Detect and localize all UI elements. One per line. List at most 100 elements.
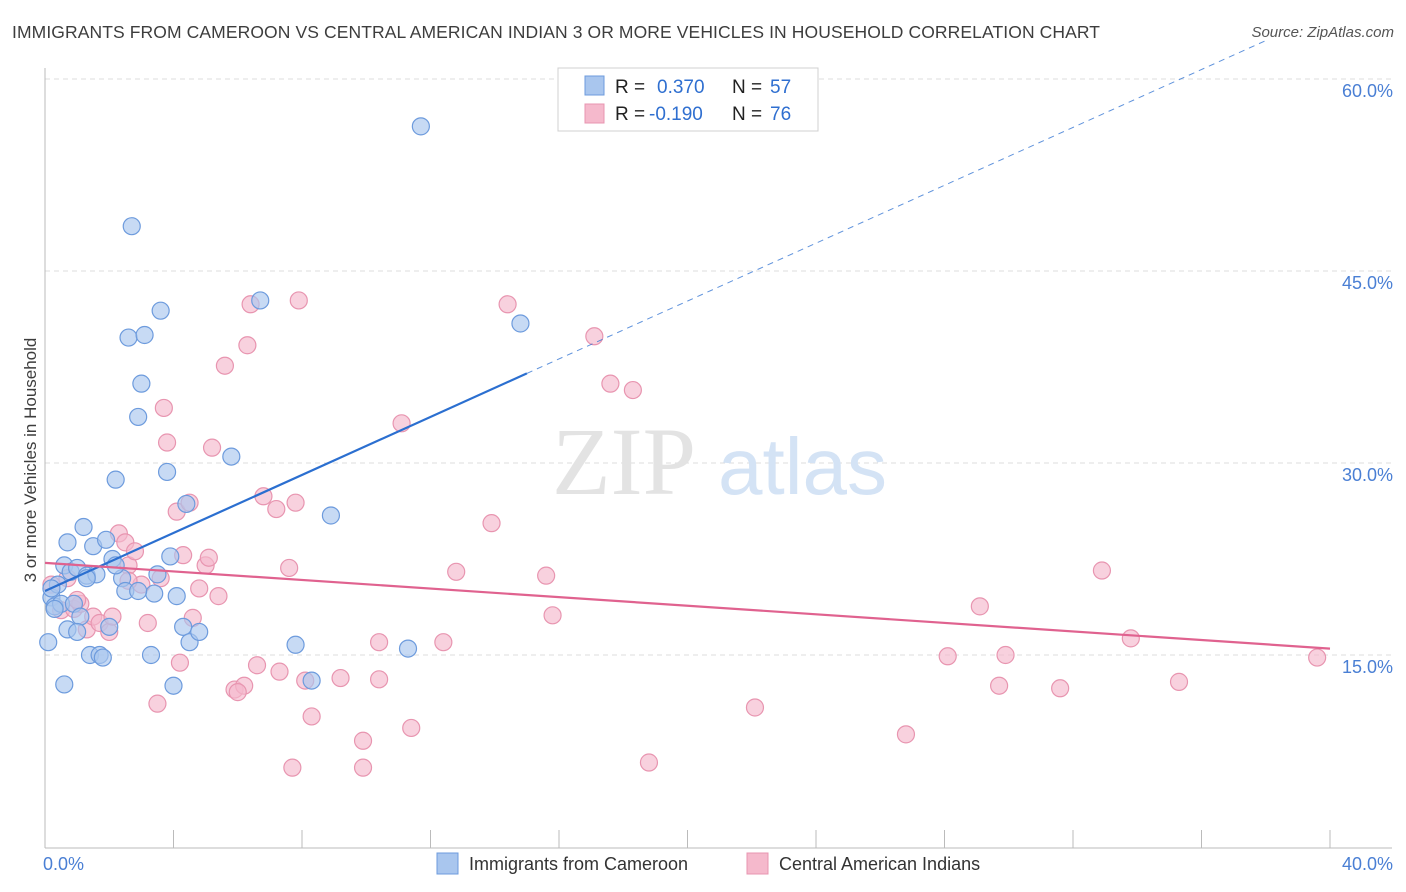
- legend-swatch-pink: [746, 852, 769, 875]
- blue-point-42: [251, 291, 270, 310]
- blue-point-47: [411, 117, 430, 136]
- blue-point-52: [129, 581, 148, 601]
- stats-n-label-blue: N =: [732, 77, 762, 98]
- stats-box: R = 0.370 N = 57 R = -0.190 N = 76: [557, 67, 819, 132]
- y-tick-label-45: 45.0%: [1342, 273, 1393, 293]
- blue-point-10: [71, 607, 90, 626]
- blue-point-38: [177, 494, 196, 514]
- blue-point-40: [190, 622, 209, 642]
- y-tick-label-30: 30.0%: [1342, 465, 1393, 485]
- blue-point-37: [174, 617, 193, 636]
- pink-point-41: [286, 493, 305, 512]
- series-central-american-indians: [42, 291, 1327, 777]
- pink-point-40: [283, 758, 302, 777]
- pink-point-35: [247, 656, 267, 675]
- pink-point-64: [938, 647, 957, 666]
- trend-line-pink: [44, 561, 1331, 650]
- blue-point-43: [286, 635, 305, 654]
- pink-point-25: [190, 579, 209, 598]
- pink-point-51: [402, 718, 421, 738]
- blue-point-21: [106, 470, 125, 489]
- pink-point-47: [353, 758, 373, 777]
- legend-label-pink: Central American Indians: [779, 854, 980, 874]
- legend-swatch-blue: [436, 852, 459, 875]
- trend-line-blue-extension: [526, 40, 1266, 374]
- watermark-zip: ZIP: [552, 408, 696, 515]
- pink-point-29: [209, 587, 228, 606]
- x-tick-label-min: 0.0%: [43, 854, 84, 874]
- blue-point-24: [119, 328, 138, 347]
- blue-point-46: [398, 639, 418, 658]
- pink-point-67: [996, 645, 1015, 665]
- pink-point-56: [537, 566, 556, 585]
- gridlines: [45, 78, 1392, 656]
- pink-point-70: [1121, 629, 1140, 648]
- blue-point-50: [45, 599, 64, 619]
- pink-point-27: [199, 548, 218, 567]
- pink-point-28: [202, 438, 222, 457]
- pink-point-60: [623, 380, 642, 400]
- pink-point-62: [745, 698, 765, 717]
- blue-point-29: [141, 645, 161, 665]
- series-immigrants-from-cameroon: [39, 117, 530, 695]
- pink-point-68: [1051, 679, 1070, 698]
- watermark-atlas: atlas: [718, 422, 887, 511]
- blue-point-33: [157, 462, 177, 482]
- pink-point-65: [970, 597, 989, 616]
- pink-point-33: [238, 336, 257, 355]
- blue-point-34: [161, 547, 180, 566]
- pink-point-59: [601, 374, 620, 393]
- blue-point-48: [511, 314, 530, 333]
- pink-point-63: [896, 725, 916, 744]
- pink-point-71: [1169, 672, 1189, 691]
- pink-point-19: [157, 433, 177, 452]
- blue-point-45: [321, 506, 341, 525]
- pink-point-58: [585, 327, 604, 346]
- pink-point-57: [543, 606, 562, 625]
- pink-point-44: [302, 707, 321, 726]
- pink-point-48: [370, 633, 389, 652]
- pink-point-66: [990, 676, 1009, 695]
- trend-line-blue: [44, 372, 528, 593]
- stats-swatch-blue: [584, 75, 605, 96]
- pink-point-69: [1092, 561, 1112, 580]
- stats-r-value-blue: 0.370: [657, 77, 705, 98]
- pink-point-74: [228, 683, 247, 702]
- pink-point-54: [482, 514, 501, 533]
- pink-point-42: [289, 291, 308, 310]
- pink-point-16: [148, 694, 167, 713]
- blue-point-17: [93, 648, 112, 667]
- pink-point-61: [639, 753, 659, 772]
- pink-point-72: [1308, 648, 1327, 667]
- pink-point-18: [154, 398, 173, 418]
- trend-lines: [44, 40, 1331, 650]
- chart-title: IMMIGRANTS FROM CAMEROON VS CENTRAL AMER…: [12, 22, 1101, 42]
- blue-point-11: [74, 517, 93, 537]
- y-axis-label: 3 or more Vehicles in Household: [21, 338, 40, 583]
- blue-point-25: [122, 217, 141, 236]
- pink-point-46: [353, 731, 373, 750]
- blue-point-41: [222, 447, 241, 466]
- legend-label-blue: Immigrants from Cameroon: [469, 854, 688, 874]
- stats-n-label-pink: N =: [732, 104, 762, 125]
- stats-r-label-pink: R =: [615, 104, 645, 125]
- blue-point-54: [58, 533, 77, 552]
- pink-point-39: [280, 558, 299, 578]
- blue-point-35: [164, 676, 183, 695]
- pink-point-37: [267, 499, 286, 519]
- stats-swatch-pink: [584, 103, 605, 124]
- blue-point-27: [132, 374, 151, 393]
- blue-point-31: [148, 565, 167, 584]
- pink-point-15: [138, 613, 157, 633]
- blue-point-30: [145, 584, 164, 603]
- stats-r-value-pink: -0.190: [649, 104, 703, 125]
- pink-point-21: [170, 653, 190, 672]
- blue-point-19: [100, 617, 119, 636]
- source-note: Source: ZipAtlas.com: [1251, 24, 1394, 41]
- pink-point-45: [331, 668, 350, 688]
- legend: Immigrants from Cameroon Central America…: [436, 852, 980, 875]
- x-tick-label-max: 40.0%: [1342, 854, 1393, 874]
- blue-point-28: [135, 325, 154, 345]
- blue-point-32: [151, 301, 170, 320]
